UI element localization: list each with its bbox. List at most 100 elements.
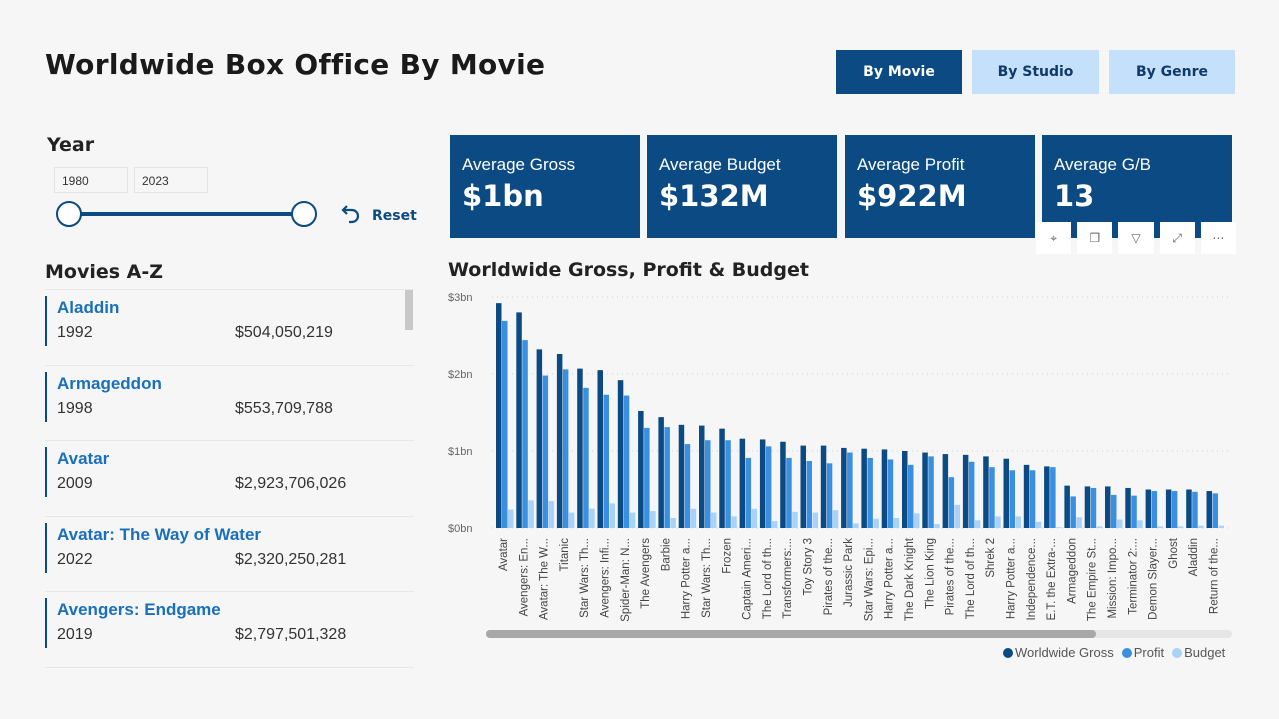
bar[interactable]	[1084, 486, 1091, 528]
bar[interactable]	[847, 452, 853, 528]
bar[interactable]	[786, 457, 792, 528]
bar[interactable]	[1157, 526, 1164, 528]
bar[interactable]	[705, 440, 711, 528]
list-item[interactable]: Armageddon 1998 $553,709,788	[45, 366, 414, 441]
bar[interactable]	[861, 448, 867, 528]
bar[interactable]	[1145, 489, 1152, 529]
bar[interactable]	[684, 444, 691, 528]
bar[interactable]	[496, 303, 502, 528]
bar[interactable]	[617, 380, 624, 528]
bar[interactable]	[597, 370, 604, 528]
bar[interactable]	[1131, 495, 1137, 528]
bar[interactable]	[556, 353, 563, 528]
movie-list[interactable]: Aladdin 1992 $504,050,219 Armageddon 199…	[45, 289, 414, 669]
pin-icon[interactable]: ⌖	[1036, 222, 1072, 254]
bar[interactable]	[1090, 487, 1097, 528]
bar[interactable]	[658, 417, 664, 528]
list-item[interactable]: Avengers: Endgame 2019 $2,797,501,328	[45, 592, 414, 668]
bar[interactable]	[1015, 516, 1022, 528]
bar[interactable]	[902, 451, 908, 528]
bar[interactable]	[893, 517, 900, 528]
bar[interactable]	[1096, 526, 1103, 528]
bar[interactable]	[1117, 519, 1123, 528]
bar[interactable]	[577, 368, 583, 528]
bar[interactable]	[1177, 526, 1184, 528]
bar[interactable]	[745, 457, 752, 528]
bar[interactable]	[1218, 525, 1225, 528]
bar[interactable]	[983, 456, 989, 528]
bar[interactable]	[934, 524, 940, 528]
bar[interactable]	[751, 508, 758, 528]
bar[interactable]	[1212, 493, 1219, 528]
bar[interactable]	[948, 477, 955, 528]
bar[interactable]	[873, 518, 879, 528]
bar[interactable]	[739, 438, 746, 528]
bar[interactable]	[887, 459, 894, 528]
bar[interactable]	[1035, 521, 1042, 528]
bar[interactable]	[699, 425, 705, 528]
bar[interactable]	[508, 509, 514, 528]
bar[interactable]	[516, 312, 522, 528]
by-genre-button[interactable]: By Genre	[1109, 50, 1235, 94]
bar[interactable]	[1029, 470, 1036, 528]
bar[interactable]	[914, 513, 920, 528]
bar[interactable]	[922, 452, 928, 528]
bar[interactable]	[1044, 466, 1050, 528]
bar[interactable]	[780, 441, 786, 528]
bar[interactable]	[759, 439, 766, 528]
filter-icon[interactable]: ▽	[1118, 222, 1154, 254]
bar[interactable]	[995, 516, 1001, 528]
bar[interactable]	[1050, 467, 1056, 528]
bar[interactable]	[568, 512, 575, 528]
bar[interactable]	[522, 340, 528, 528]
bar[interactable]	[629, 512, 636, 528]
bar[interactable]	[1064, 485, 1070, 528]
bar[interactable]	[1003, 458, 1010, 528]
bar[interactable]	[1056, 527, 1062, 528]
bar[interactable]	[841, 447, 847, 528]
bar[interactable]	[881, 449, 888, 528]
bar[interactable]	[1076, 517, 1082, 528]
bar[interactable]	[1151, 491, 1158, 528]
bar[interactable]	[812, 512, 819, 528]
bar[interactable]	[974, 520, 981, 528]
bar[interactable]	[548, 501, 555, 528]
year-start-input[interactable]: 1980	[54, 167, 128, 193]
bar[interactable]	[928, 456, 934, 528]
bar[interactable]	[562, 369, 569, 528]
bar[interactable]	[664, 427, 670, 528]
bar[interactable]	[725, 440, 731, 528]
bar[interactable]	[1111, 494, 1117, 528]
movie-list-scrollbar[interactable]	[405, 290, 413, 330]
copy-icon[interactable]: ❐	[1077, 222, 1113, 254]
bar[interactable]	[1125, 487, 1131, 528]
bar[interactable]	[968, 461, 975, 528]
bar[interactable]	[711, 512, 717, 528]
bar[interactable]	[502, 320, 508, 528]
scrollbar-thumb[interactable]	[486, 630, 1096, 638]
bar[interactable]	[536, 349, 543, 528]
bar[interactable]	[528, 500, 534, 528]
bar[interactable]	[583, 387, 589, 528]
year-end-input[interactable]: 2023	[134, 167, 208, 193]
bar[interactable]	[719, 428, 725, 528]
bar[interactable]	[765, 446, 772, 528]
more-options-icon[interactable]: ⋯	[1200, 222, 1237, 254]
year-slider-start-handle[interactable]	[56, 201, 82, 227]
bar[interactable]	[1165, 489, 1172, 529]
bar[interactable]	[650, 511, 656, 528]
bar[interactable]	[806, 461, 813, 528]
bar[interactable]	[826, 463, 833, 528]
bar[interactable]	[678, 424, 685, 528]
bar[interactable]	[989, 467, 995, 528]
bar[interactable]	[820, 445, 827, 528]
bar[interactable]	[771, 521, 778, 528]
bar[interactable]	[731, 516, 737, 528]
bar[interactable]	[1023, 464, 1030, 528]
year-slider-end-handle[interactable]	[291, 201, 317, 227]
bar[interactable]	[589, 508, 595, 528]
bar[interactable]	[1198, 525, 1204, 528]
by-studio-button[interactable]: By Studio	[972, 50, 1099, 94]
bar[interactable]	[1192, 491, 1198, 528]
bar[interactable]	[670, 517, 676, 528]
